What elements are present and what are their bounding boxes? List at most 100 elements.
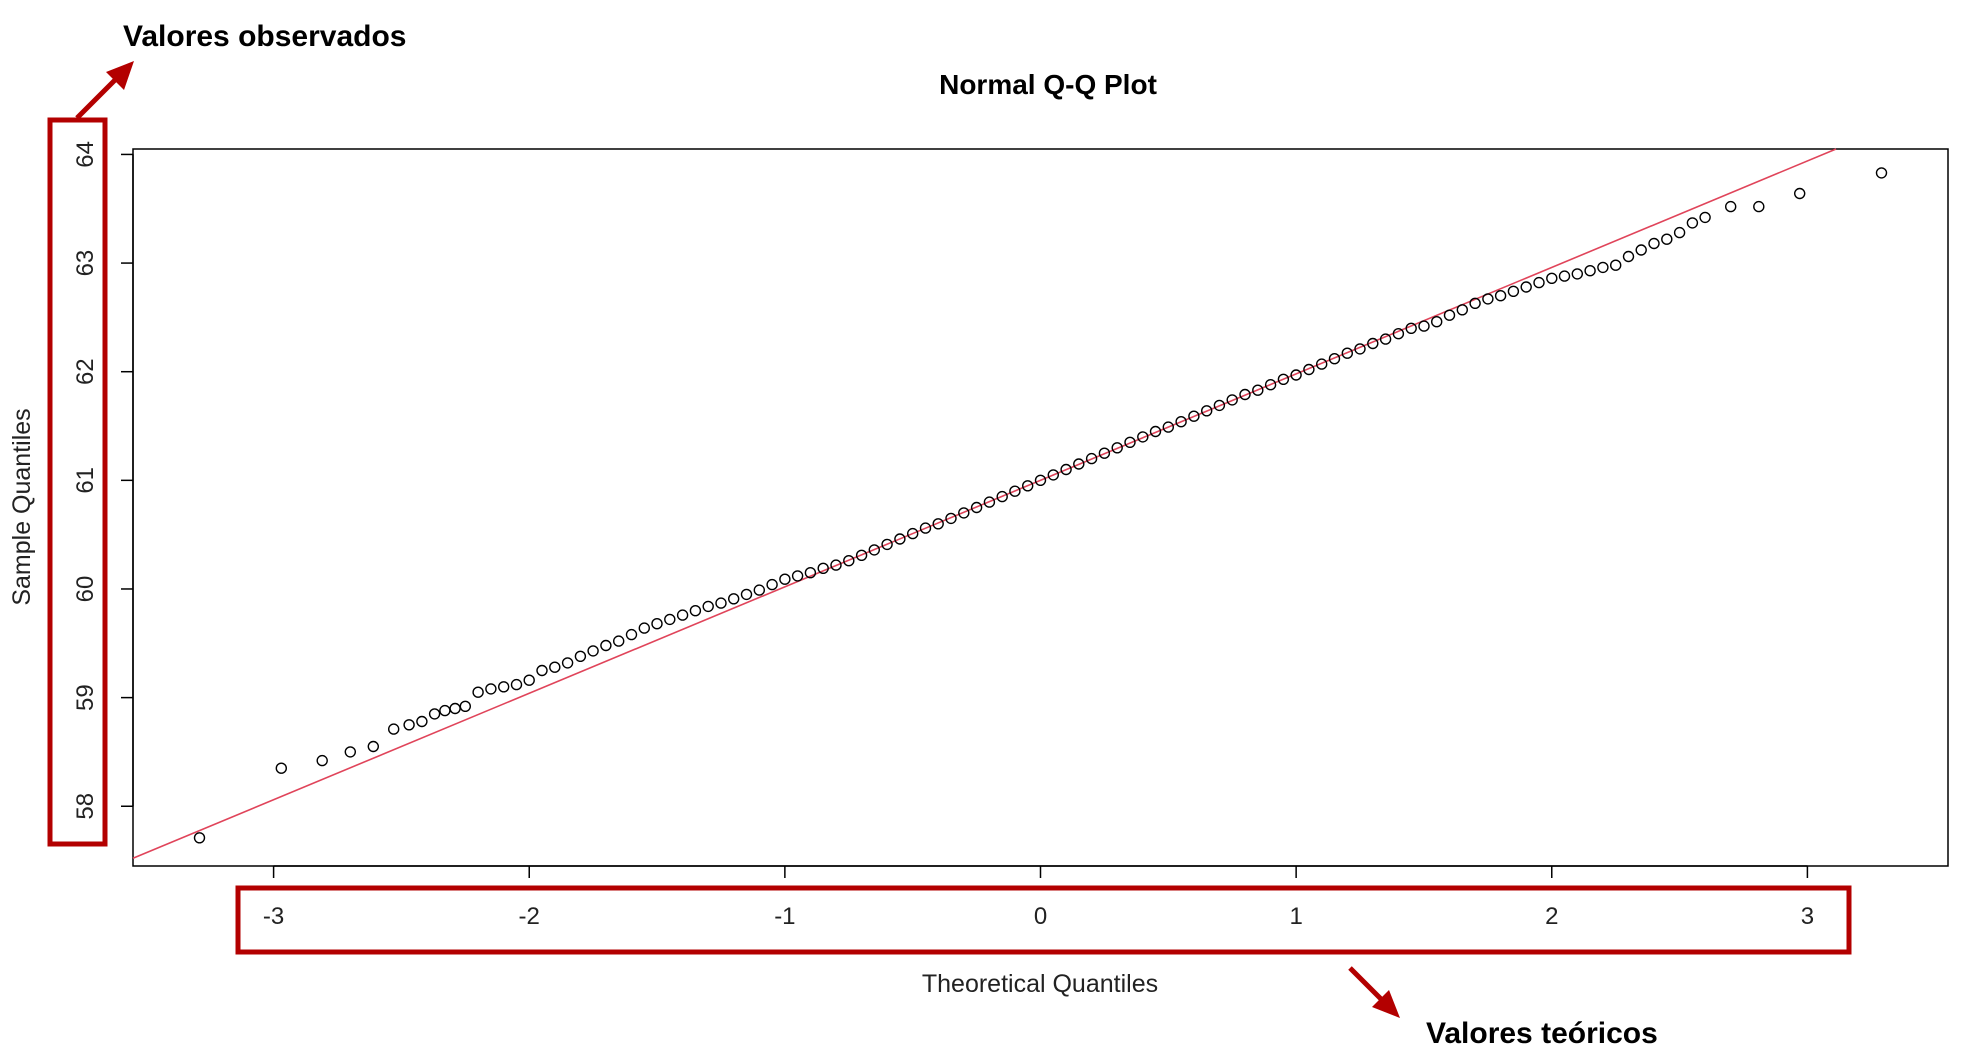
sample-point	[1328, 353, 1341, 365]
sample-point	[740, 588, 753, 601]
sample-point	[1494, 290, 1507, 302]
sample-point	[1661, 233, 1673, 245]
sample-point	[817, 562, 829, 574]
sample-point	[416, 715, 428, 728]
sample-point	[1021, 480, 1034, 492]
y-tick-label: 62	[72, 358, 99, 385]
sample-point	[1175, 416, 1187, 428]
sample-point	[1546, 272, 1558, 284]
sample-point	[1635, 244, 1647, 256]
sample-point	[1367, 337, 1379, 350]
sample-point	[1315, 358, 1328, 370]
sample-point	[983, 496, 996, 508]
sample-point	[1724, 200, 1737, 213]
sample-point	[316, 754, 328, 767]
observed-arrow	[75, 61, 134, 120]
sample-point	[830, 559, 842, 571]
sample-point	[1456, 304, 1469, 316]
sample-point	[561, 657, 574, 669]
sample-point	[1430, 316, 1443, 328]
sample-point	[728, 593, 740, 605]
sample-point	[868, 544, 880, 556]
observed-values-label: Valores observados	[123, 20, 406, 53]
sample-point	[996, 490, 1008, 503]
y-tick-label: 60	[72, 576, 99, 603]
sample-point	[498, 681, 510, 693]
sample-point	[1264, 379, 1277, 391]
sample-point	[625, 628, 638, 641]
sample-point	[1482, 293, 1494, 305]
sample-point	[1673, 226, 1686, 239]
sample-point	[945, 512, 957, 525]
sample-point	[428, 708, 441, 720]
sample-point	[791, 570, 804, 582]
sample-point	[1341, 347, 1354, 359]
sample-point	[403, 719, 415, 731]
sample-point	[919, 522, 932, 534]
sample-point	[1443, 309, 1456, 321]
sample-point	[894, 533, 906, 545]
sample-point	[1303, 363, 1315, 376]
sample-point	[275, 762, 287, 774]
sample-point	[1111, 442, 1123, 454]
sample-point	[1392, 328, 1405, 340]
sample-point	[843, 555, 855, 567]
sample-point	[193, 832, 206, 844]
sample-point	[600, 639, 612, 652]
sample-point	[549, 661, 561, 673]
sample-point	[1073, 458, 1085, 470]
sample-point	[932, 518, 944, 530]
chart-title: Normal Q-Q Plot	[939, 69, 1157, 100]
x-tick-label: -3	[263, 903, 284, 930]
sample-point	[702, 600, 714, 613]
x-ticks-highlight-box	[235, 885, 1852, 955]
sample-point	[1609, 259, 1622, 271]
sample-point	[1149, 425, 1162, 438]
y-tick-label: 64	[72, 141, 99, 168]
sample-point	[1520, 281, 1532, 293]
x-axis: -3 -2 -1 0 1 2 3	[263, 865, 1814, 930]
x-tick-label: -1	[774, 903, 795, 930]
sample-point	[536, 664, 548, 677]
sample-point	[485, 683, 497, 695]
sample-point	[958, 507, 970, 519]
y-tick-label: 61	[72, 467, 99, 494]
sample-point	[613, 635, 625, 647]
sample-point	[664, 613, 676, 626]
theoretical-values-label: Valores teóricos	[1426, 1017, 1658, 1050]
sample-point	[1793, 187, 1806, 200]
sample-point	[1239, 388, 1251, 401]
sample-point	[689, 605, 702, 617]
sample-point	[766, 578, 778, 591]
x-tick-label: -2	[519, 903, 540, 930]
sample-point	[1584, 265, 1596, 277]
sample-point	[1226, 394, 1238, 406]
x-axis-title: Theoretical Quantiles	[922, 970, 1158, 998]
sample-point	[1098, 447, 1111, 459]
x-tick-label: 0	[1034, 903, 1047, 930]
sample-point	[510, 678, 523, 691]
sample-point	[1875, 167, 1888, 179]
y-axis: 58 59 60 61 62 63 64	[72, 141, 134, 820]
sample-point	[439, 704, 451, 717]
sample-point	[676, 609, 689, 621]
sample-point	[1379, 333, 1392, 345]
sample-point	[587, 645, 599, 657]
sample-point	[459, 700, 471, 712]
sample-point	[367, 740, 379, 753]
sample-point	[574, 650, 587, 662]
sample-point	[1277, 373, 1290, 385]
sample-point	[1060, 463, 1072, 476]
sample-point	[1137, 431, 1149, 443]
sample-point	[1648, 237, 1660, 250]
sample-point	[779, 573, 791, 585]
sample-point	[1558, 270, 1571, 282]
y-tick-label: 58	[72, 793, 99, 820]
sample-point	[1085, 452, 1098, 465]
sample-point	[881, 538, 893, 551]
sample-point	[523, 674, 535, 686]
sample-point	[651, 618, 663, 630]
sample-point	[1252, 384, 1264, 396]
sample-point	[1124, 436, 1136, 448]
